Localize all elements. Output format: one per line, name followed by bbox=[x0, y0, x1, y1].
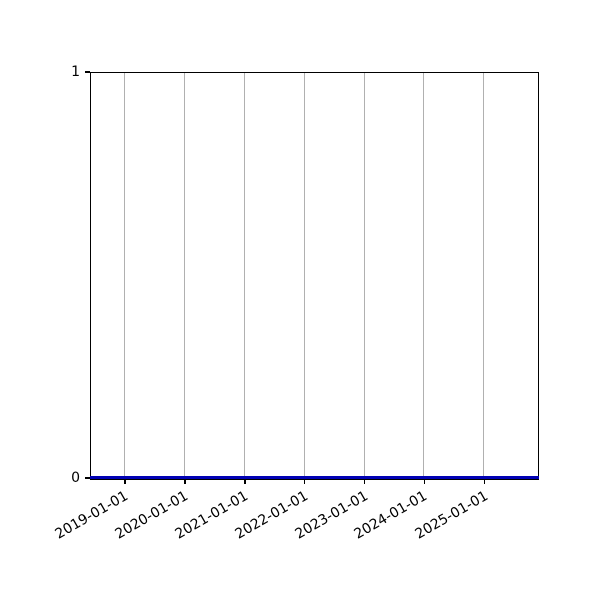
plot-area bbox=[90, 72, 539, 478]
gridline-2020-01-01 bbox=[183, 73, 185, 477]
gridline-2019-01-01 bbox=[123, 73, 125, 477]
y-tick-mark bbox=[84, 477, 90, 479]
x-tick-mark bbox=[244, 478, 246, 484]
data-line bbox=[90, 475, 539, 479]
y-tick-label: 0 bbox=[71, 469, 80, 486]
x-tick-mark bbox=[184, 478, 186, 484]
x-tick-mark bbox=[363, 478, 366, 484]
x-tick-mark bbox=[124, 478, 126, 484]
x-tick-mark bbox=[303, 478, 306, 484]
x-axis-bottom-spine bbox=[90, 478, 539, 480]
gridline-2021-01-01 bbox=[243, 73, 245, 477]
gridline-2025-01-01 bbox=[483, 73, 485, 477]
x-tick-mark bbox=[423, 478, 426, 484]
gridline-2024-01-01 bbox=[423, 73, 425, 477]
y-tick-mark bbox=[84, 71, 90, 73]
gridline-2022-01-01 bbox=[303, 73, 305, 477]
gridline-2023-01-01 bbox=[363, 73, 365, 477]
y-tick-label: 1 bbox=[71, 63, 80, 80]
x-tick-mark bbox=[483, 478, 486, 484]
